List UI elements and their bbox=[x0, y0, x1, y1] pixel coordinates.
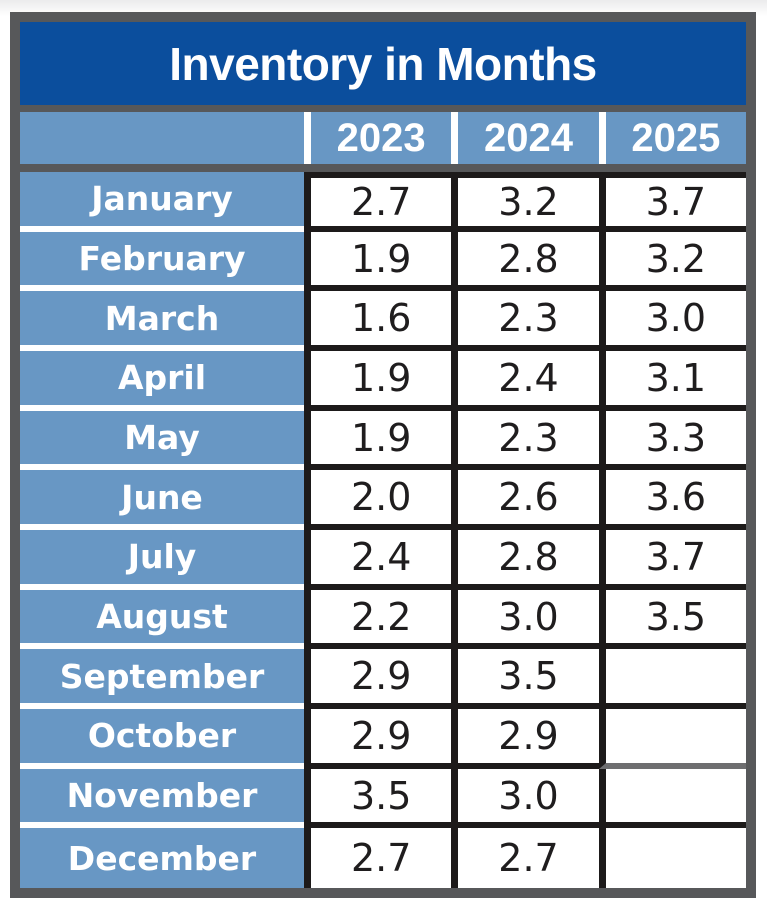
row-label-april: April bbox=[20, 351, 304, 411]
row-label-august: August bbox=[20, 589, 304, 650]
cell-march-2024: 2.3 bbox=[451, 291, 599, 352]
title-divider bbox=[20, 105, 746, 112]
cell-february-2023: 1.9 bbox=[304, 231, 452, 292]
header-year-2024: 2024 bbox=[451, 112, 599, 164]
row-label-february: February bbox=[20, 231, 304, 292]
cell-october-2023: 2.9 bbox=[304, 709, 452, 769]
inventory-table: Inventory in Months 2023 2024 2025 Janua… bbox=[10, 12, 756, 898]
table-row-february: February 1.9 2.8 3.2 bbox=[20, 231, 746, 292]
cell-june-2023: 2.0 bbox=[304, 470, 452, 531]
row-label-september: September bbox=[20, 649, 304, 710]
row-label-july: July bbox=[20, 530, 304, 590]
cell-september-2023: 2.9 bbox=[304, 649, 452, 710]
cell-september-2025 bbox=[598, 649, 746, 710]
row-label-december: December bbox=[20, 828, 304, 889]
cell-november-2025 bbox=[598, 768, 746, 829]
table-row-october: October 2.9 2.9 bbox=[20, 709, 746, 769]
table-row-july: July 2.4 2.8 3.7 bbox=[20, 530, 746, 590]
cell-december-2024: 2.7 bbox=[451, 828, 599, 889]
cell-september-2024: 3.5 bbox=[451, 649, 599, 710]
cell-december-2025 bbox=[598, 828, 746, 889]
cell-march-2023: 1.6 bbox=[304, 291, 452, 352]
cell-april-2023: 1.9 bbox=[304, 351, 452, 411]
cell-july-2023: 2.4 bbox=[304, 530, 452, 590]
cell-january-2024: 3.2 bbox=[451, 172, 599, 232]
cell-april-2025: 3.1 bbox=[598, 351, 746, 411]
cell-november-2023: 3.5 bbox=[304, 768, 452, 829]
cell-february-2024: 2.8 bbox=[451, 231, 599, 292]
cell-may-2024: 2.3 bbox=[451, 410, 599, 471]
table-row-march: March 1.6 2.3 3.0 bbox=[20, 291, 746, 352]
cell-october-2024: 2.9 bbox=[451, 709, 599, 769]
table-row-may: May 1.9 2.3 3.3 bbox=[20, 410, 746, 471]
row-label-june: June bbox=[20, 470, 304, 531]
cell-july-2024: 2.8 bbox=[451, 530, 599, 590]
table-row-august: August 2.2 3.0 3.5 bbox=[20, 589, 746, 650]
table-row-january: January 2.7 3.2 3.7 bbox=[20, 172, 746, 232]
table-title: Inventory in Months bbox=[20, 22, 746, 105]
cell-november-2024: 3.0 bbox=[451, 768, 599, 829]
cell-february-2025: 3.2 bbox=[598, 231, 746, 292]
cell-october-2025 bbox=[598, 709, 746, 769]
cell-june-2025: 3.6 bbox=[598, 470, 746, 531]
cell-july-2025: 3.7 bbox=[598, 530, 746, 590]
table-row-december: December 2.7 2.7 bbox=[20, 828, 746, 889]
row-label-october: October bbox=[20, 709, 304, 769]
cell-march-2025: 3.0 bbox=[598, 291, 746, 352]
header-year-2023: 2023 bbox=[304, 112, 452, 164]
table-body: January 2.7 3.2 3.7 February 1.9 2.8 3.2… bbox=[20, 172, 746, 889]
table-header-row: 2023 2024 2025 bbox=[20, 112, 746, 164]
cell-august-2023: 2.2 bbox=[304, 589, 452, 650]
table-row-september: September 2.9 3.5 bbox=[20, 649, 746, 710]
table-row-november: November 3.5 3.0 bbox=[20, 768, 746, 829]
cell-may-2023: 1.9 bbox=[304, 410, 452, 471]
header-month-blank bbox=[20, 112, 304, 164]
row-label-may: May bbox=[20, 410, 304, 471]
table-row-june: June 2.0 2.6 3.6 bbox=[20, 470, 746, 531]
cell-august-2025: 3.5 bbox=[598, 589, 746, 650]
header-divider bbox=[20, 164, 746, 172]
cell-january-2025: 3.7 bbox=[598, 172, 746, 232]
cell-april-2024: 2.4 bbox=[451, 351, 599, 411]
row-label-november: November bbox=[20, 768, 304, 829]
table-row-april: April 1.9 2.4 3.1 bbox=[20, 351, 746, 411]
cell-may-2025: 3.3 bbox=[598, 410, 746, 471]
cell-january-2023: 2.7 bbox=[304, 172, 452, 232]
row-label-january: January bbox=[20, 172, 304, 232]
cell-december-2023: 2.7 bbox=[304, 828, 452, 889]
header-year-2025: 2025 bbox=[598, 112, 746, 164]
row-label-march: March bbox=[20, 291, 304, 352]
cell-august-2024: 3.0 bbox=[451, 589, 599, 650]
cell-june-2024: 2.6 bbox=[451, 470, 599, 531]
